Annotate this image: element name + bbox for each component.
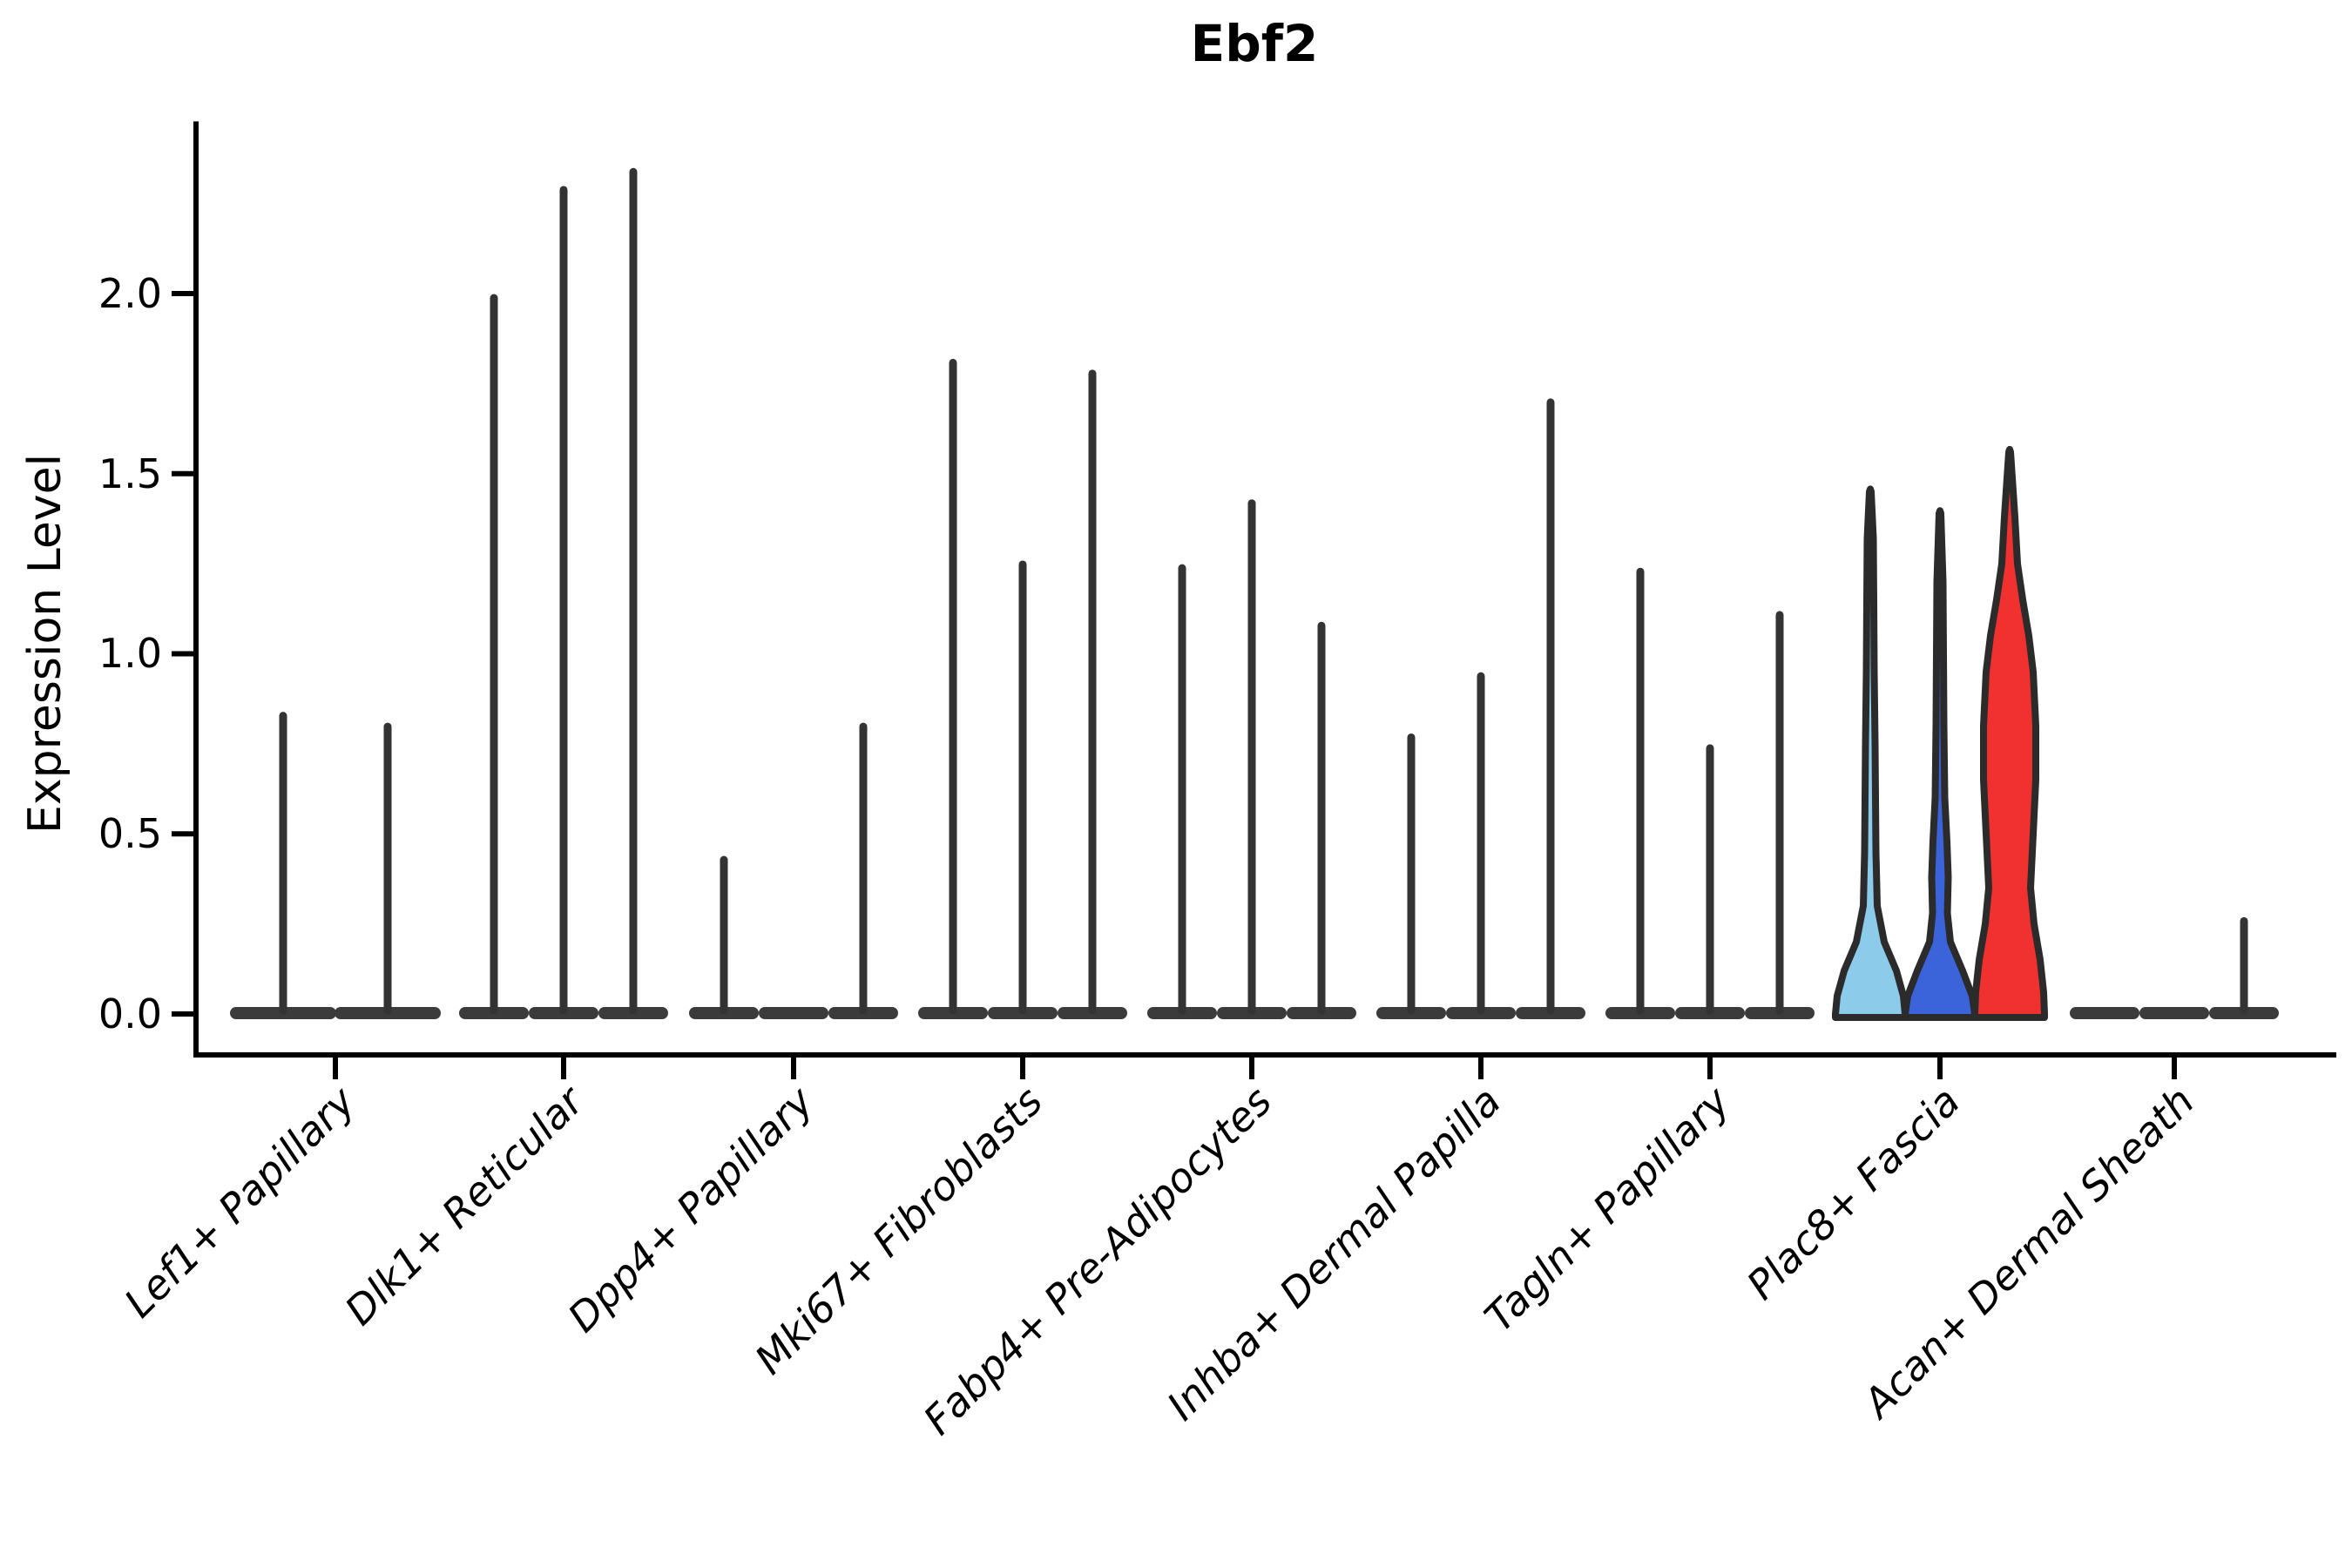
violin-base-2-1 [759, 1007, 828, 1019]
violin-body-7-0 [1832, 485, 1909, 1021]
violin-body-7-2 [1971, 445, 2048, 1021]
y-tick-label-2.0: 2.0 [98, 270, 162, 317]
y-tick-label-0.5: 0.5 [98, 810, 162, 857]
chart-title: Ebf2 [1190, 14, 1319, 73]
y-tick-label-1.5: 1.5 [98, 450, 162, 497]
violin-base-8-1 [2139, 1007, 2209, 1019]
violin-body-7-1 [1902, 507, 1978, 1021]
violin-base-8-0 [2070, 1007, 2139, 1019]
y-tick-label-0.0: 0.0 [98, 990, 162, 1037]
y-tick-label-1.0: 1.0 [98, 630, 162, 677]
